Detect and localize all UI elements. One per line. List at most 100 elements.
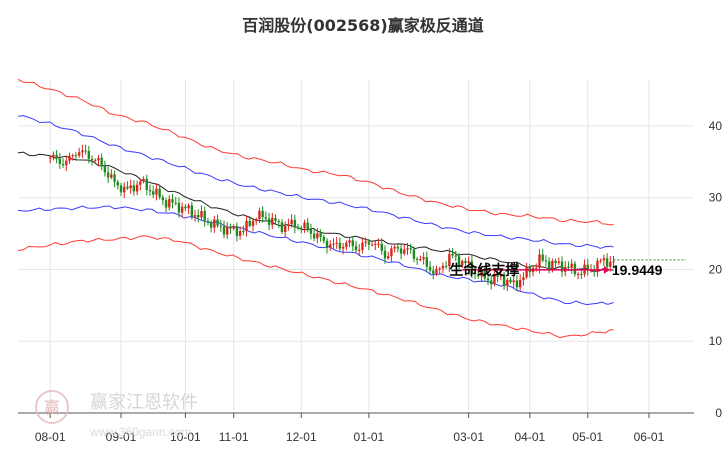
support-value: 19.9449	[612, 262, 663, 278]
candle-body	[97, 157, 100, 161]
candle-body	[180, 206, 184, 213]
candle-body	[599, 260, 602, 262]
candle-body	[432, 270, 435, 274]
candle-body	[451, 253, 454, 256]
candle-body	[438, 268, 441, 270]
candle-body	[226, 226, 229, 235]
candle-body	[448, 253, 451, 267]
candle-body	[535, 267, 538, 269]
candle-body	[58, 158, 62, 164]
candle-body	[251, 221, 255, 226]
candle-body	[419, 259, 422, 261]
candle-body	[422, 257, 425, 260]
candle-body	[238, 231, 242, 236]
candle-body	[415, 258, 419, 260]
candle-body	[280, 222, 284, 233]
candle-body	[290, 219, 293, 225]
candle-body	[480, 269, 483, 277]
candle-body	[94, 160, 97, 162]
candle-body	[435, 268, 438, 274]
candle-body	[303, 222, 306, 229]
channel-line-middle	[17, 151, 614, 272]
candle-body	[512, 280, 515, 283]
candle-body	[200, 210, 203, 218]
candle-body	[126, 186, 129, 189]
y-tick-label-2: 20	[709, 262, 723, 276]
candle-body	[609, 261, 612, 267]
candle-body	[580, 274, 583, 276]
chart-title: 百润股份(002568)赢家极反通道	[242, 16, 483, 35]
support-label: 生命线支撑	[449, 262, 519, 279]
candle-body	[287, 224, 290, 226]
candle-body	[518, 280, 522, 288]
candle-body	[483, 269, 486, 279]
candle-body	[490, 280, 493, 285]
candle-body	[300, 227, 303, 229]
candle-body	[560, 261, 564, 272]
y-tick-label-4: 40	[709, 119, 723, 133]
candle-body	[55, 154, 58, 159]
candle-body	[106, 172, 110, 178]
candle-body	[541, 254, 544, 261]
candle-body	[119, 185, 123, 193]
y-tick-label-0: 0	[715, 406, 722, 420]
candle-body	[332, 243, 335, 245]
candle-body	[335, 242, 338, 244]
candle-body	[242, 231, 245, 233]
channel-line-inner-lower	[17, 205, 614, 306]
candle-body	[309, 229, 313, 234]
y-tick-label-1: 10	[709, 334, 723, 348]
candle-body	[374, 243, 377, 245]
candle-body	[406, 248, 409, 250]
candle-body	[573, 263, 577, 275]
candle-body	[377, 243, 380, 245]
channel-line-inner-upper	[17, 115, 614, 249]
candle-body	[312, 233, 316, 239]
candle-body	[177, 202, 181, 213]
candle-body	[345, 242, 348, 247]
candle-body	[187, 205, 190, 209]
candle-body	[293, 219, 297, 228]
candle-body	[593, 269, 596, 272]
candle-body	[245, 220, 248, 232]
candle-body	[168, 199, 171, 208]
channel-line-outer-lower	[17, 235, 614, 339]
candle-body	[570, 263, 573, 268]
candle-body	[515, 280, 519, 288]
channel-line-outer-upper	[17, 78, 614, 226]
candle-body	[155, 188, 158, 195]
candle-body	[554, 260, 557, 263]
candle-body	[586, 264, 589, 270]
candle-body	[277, 220, 280, 223]
candle-body	[380, 243, 383, 251]
candle-body	[232, 226, 235, 229]
candle-body	[316, 233, 319, 239]
x-tick-label-4: 12-01	[286, 430, 317, 444]
candle-body	[271, 217, 274, 225]
watermark-seal-icon	[35, 390, 69, 424]
candle-body	[61, 163, 65, 166]
candle-body	[65, 160, 68, 166]
candle-body	[255, 219, 258, 222]
candle-body	[203, 210, 206, 221]
x-tick-label-3: 11-01	[219, 430, 249, 444]
candle-body	[229, 226, 232, 229]
candle-body	[103, 166, 107, 173]
candle-body	[116, 181, 119, 186]
candle-body	[219, 225, 222, 227]
candle-body	[428, 266, 432, 271]
candle-body	[509, 279, 512, 283]
candle-body	[142, 178, 145, 182]
candle-body	[216, 219, 219, 226]
x-tick-label-2: 10-01	[170, 430, 201, 444]
candle-body	[493, 273, 496, 285]
candle-body	[499, 275, 503, 277]
x-tick-label-7: 04-01	[514, 430, 545, 444]
candle-body	[158, 188, 161, 198]
candle-body	[390, 248, 393, 257]
candle-body	[596, 260, 599, 272]
candle-body	[193, 215, 197, 217]
candle-body	[612, 261, 615, 263]
candle-body	[477, 274, 480, 277]
candle-body	[171, 199, 174, 203]
